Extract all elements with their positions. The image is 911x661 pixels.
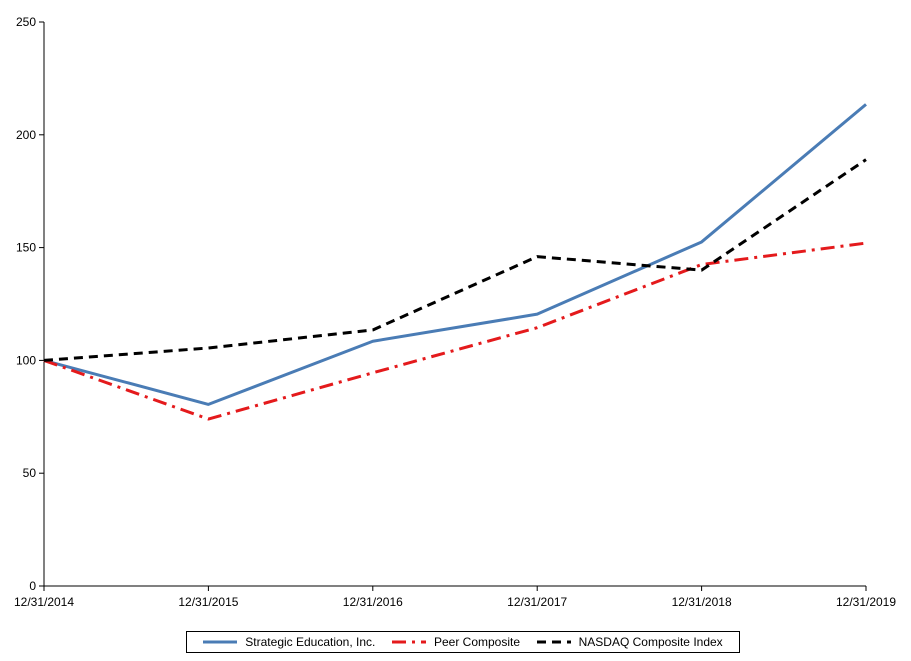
legend: Strategic Education, Inc. Peer Composite… (186, 631, 740, 653)
y-tick-label: 200 (16, 128, 36, 142)
y-tick-label: 100 (16, 353, 36, 367)
legend-swatch-peer-composite (391, 640, 426, 644)
x-tick-label: 12/31/2018 (672, 595, 732, 609)
y-tick-label: 150 (16, 241, 36, 255)
legend-item-strategic-education: Strategic Education, Inc. (203, 635, 375, 649)
series-lines (43, 103, 867, 421)
y-tick-label: 50 (23, 466, 37, 480)
x-tick-label: 12/31/2019 (836, 595, 896, 609)
axes: 0 50 100 150 200 250 12/31/2014 12/31/2015 12/31… (14, 15, 896, 609)
x-tick-label: 12/31/2015 (178, 595, 238, 609)
series-line-strategic-education-inc (43, 103, 867, 406)
legend-item-peer-composite: Peer Composite (391, 635, 521, 649)
legend-label-peer-composite: Peer Composite (433, 635, 521, 649)
legend-label-strategic-education: Strategic Education, Inc. (245, 635, 376, 649)
y-tick-label: 250 (16, 15, 36, 29)
legend-item-nasdaq-composite: NASDAQ Composite Index (536, 635, 723, 649)
x-tick-label: 12/31/2016 (343, 595, 403, 609)
series-line-peer-composite (43, 241, 867, 421)
legend-swatch-nasdaq-composite (536, 640, 571, 644)
legend-label-nasdaq-composite: NASDAQ Composite Index (578, 635, 723, 649)
x-tick-label: 12/31/2017 (507, 595, 567, 609)
x-tick-label: 12/31/2014 (14, 595, 74, 609)
legend-swatch-strategic-education (203, 640, 238, 644)
y-tick-label: 0 (29, 579, 36, 593)
series-line-nasdaq-composite-index (43, 158, 867, 362)
line-chart: 0 50 100 150 200 250 12/31/2014 12/31/2015 12/31… (14, 15, 896, 609)
